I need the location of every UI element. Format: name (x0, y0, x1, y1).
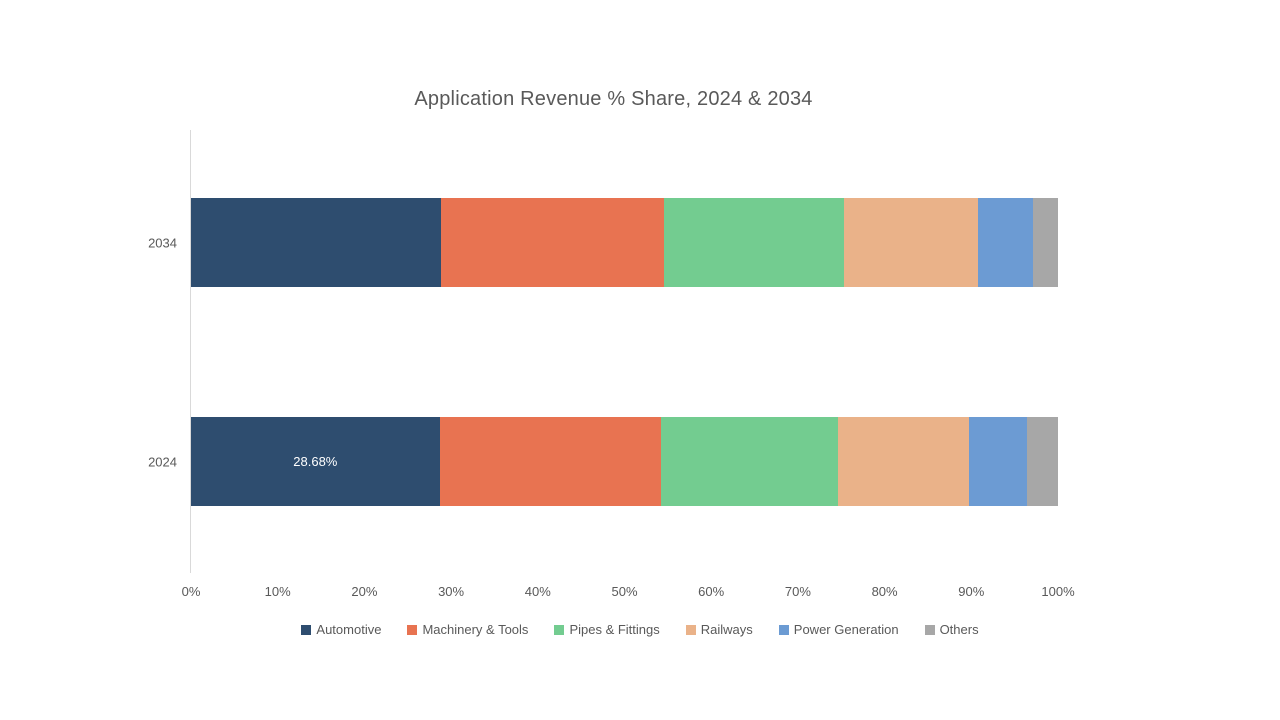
legend: Automotive Machinery & Tools Pipes & Fitti… (0, 622, 1280, 637)
category-label-2024: 2024 (148, 454, 177, 469)
bar-row-2024: 2024 28.68% (148, 417, 1058, 506)
legend-swatch-icon-railways (685, 624, 696, 635)
x-tick-70: 70% (784, 584, 811, 599)
bar-segment-others-2024 (1026, 417, 1058, 506)
bar-segment-machinery-tools-2024 (439, 417, 661, 506)
bar-segment-pipes-fittings-2034 (663, 198, 844, 287)
bar-segment-power-generation-2024 (968, 417, 1027, 506)
bar-row-2034: 2034 (148, 198, 1058, 287)
y-axis-line (190, 130, 191, 573)
legend-label-pipes-fittings: Pipes & Fittings (569, 622, 660, 637)
legend-label-railways: Railways (700, 622, 753, 637)
legend-item-pipes-fittings: Pipes & Fittings (554, 622, 660, 637)
category-label-2034: 2034 (148, 235, 177, 250)
legend-swatch-icon-power-generation (778, 624, 789, 635)
bar-segment-automotive-2034 (191, 198, 441, 287)
legend-swatch-icon-machinery-tools (407, 624, 418, 635)
legend-swatch-icon-automotive (301, 624, 312, 635)
x-tick-40: 40% (524, 584, 551, 599)
bar-segment-others-2034 (1032, 198, 1058, 287)
legend-label-others: Others (939, 622, 979, 637)
x-tick-80: 80% (871, 584, 898, 599)
bar-segment-power-generation-2034 (978, 198, 1033, 287)
x-tick-30: 30% (438, 584, 465, 599)
legend-swatch-icon-pipes-fittings (554, 624, 565, 635)
x-tick-100: 100% (1041, 584, 1075, 599)
x-axis-ticks: 0% 10% 20% 30% 40% 50% 60% 70% 80% 90% 100% (182, 584, 1075, 600)
chart-title: Application Revenue % Share, 2024 & 2034 (414, 88, 813, 110)
legend-label-machinery-tools: Machinery & Tools (422, 622, 529, 637)
x-tick-20: 20% (351, 584, 378, 599)
bar-segment-automotive-2024: 28.68% (191, 417, 440, 506)
bar-segment-pipes-fittings-2024 (660, 417, 838, 506)
x-tick-50: 50% (611, 584, 638, 599)
x-tick-60: 60% (698, 584, 725, 599)
legend-label-power-generation: Power Generation (793, 622, 899, 637)
legend-item-machinery-tools: Machinery & Tools (407, 622, 528, 637)
plot-area: 2034 2024 28.68% (148, 0, 1058, 720)
data-label-automotive-2024: 28.68% (293, 454, 338, 469)
bar-segment-railways-2024 (837, 417, 969, 506)
legend-item-power-generation: Power Generation (778, 622, 899, 637)
bar-segment-railways-2034 (843, 198, 979, 287)
legend-item-others: Others (924, 622, 979, 637)
legend-swatch-icon-others (924, 624, 935, 635)
x-tick-10: 10% (264, 584, 291, 599)
x-tick-90: 90% (958, 584, 985, 599)
bar-segment-machinery-tools-2034 (440, 198, 664, 287)
legend-item-automotive: Automotive (301, 622, 381, 637)
legend-item-railways: Railways (685, 622, 753, 637)
x-tick-0: 0% (181, 584, 201, 599)
legend-label-automotive: Automotive (316, 622, 382, 637)
